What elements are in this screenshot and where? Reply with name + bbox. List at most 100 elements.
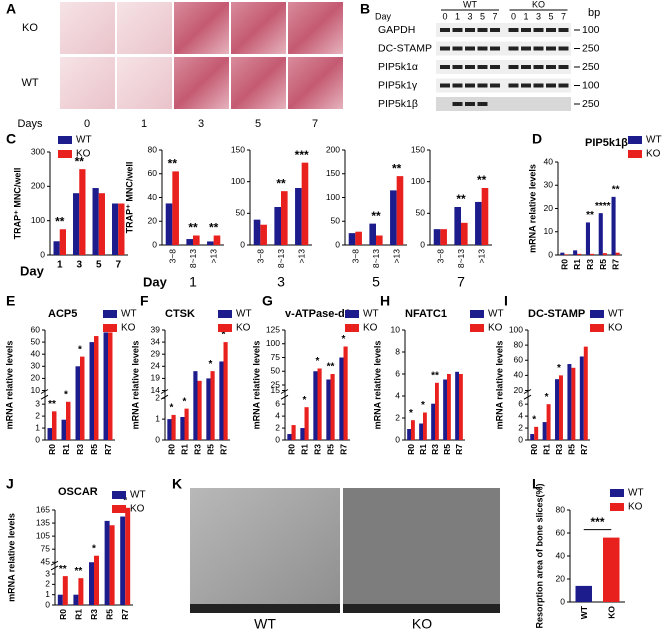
band xyxy=(452,46,463,51)
y-tick-label: 40 xyxy=(514,370,524,380)
legend-swatch xyxy=(218,310,232,318)
x-tick-label: R3 xyxy=(554,444,564,455)
y-tick-label: 0 xyxy=(40,249,45,259)
y-tick-label: 200 xyxy=(31,181,45,191)
significance: * xyxy=(342,334,346,345)
break-mark xyxy=(40,394,49,400)
x-tick-label: R3 xyxy=(313,444,323,455)
panel-letter: B xyxy=(360,1,370,17)
significance: ** xyxy=(477,173,487,187)
bar xyxy=(571,367,576,440)
bar xyxy=(253,219,261,245)
x-axis-label: Day xyxy=(143,274,168,289)
y-tick-label: 0 xyxy=(420,239,425,249)
row-label: KO xyxy=(22,22,38,34)
bar xyxy=(103,332,108,440)
y-tick-label: 40 xyxy=(544,156,554,166)
bar xyxy=(78,578,84,605)
protein-label: GAPDH xyxy=(378,24,415,36)
chart-title: 5 xyxy=(372,274,380,290)
y-axis-label: mRNA relative levels xyxy=(251,341,261,430)
significance: * xyxy=(209,359,213,370)
significance: * xyxy=(303,395,307,406)
lane-label: 0 xyxy=(511,11,516,21)
significance: ** xyxy=(75,566,83,577)
y-tick-label: 100 xyxy=(509,324,523,334)
bar xyxy=(207,241,214,245)
y-tick-label: 2 xyxy=(518,422,523,432)
y-tick-label: 0 xyxy=(560,596,565,606)
bar xyxy=(534,426,539,440)
micrographs xyxy=(60,2,343,109)
significance: ** xyxy=(209,221,219,235)
significance: ** xyxy=(371,209,381,223)
y-tick-label: 135 xyxy=(36,517,50,527)
break-mark xyxy=(523,394,532,400)
y-tick-label: 3 xyxy=(35,398,40,408)
significance: * xyxy=(123,495,127,506)
legend-swatch xyxy=(610,503,624,511)
bar xyxy=(407,429,411,440)
bar xyxy=(89,342,94,440)
panel-letter: G xyxy=(262,293,273,309)
y-tick-label: 0 xyxy=(152,239,157,249)
legend-label: WT xyxy=(646,135,662,146)
x-tick-label: R3 xyxy=(75,444,85,455)
significance: ** xyxy=(586,210,594,221)
significance: * xyxy=(557,363,561,374)
bar xyxy=(59,229,66,255)
significance: ** xyxy=(612,185,620,196)
bar xyxy=(369,223,376,245)
bar xyxy=(57,594,63,605)
legend-label: WT xyxy=(608,309,624,320)
y-tick-label: 75 xyxy=(41,543,51,553)
band xyxy=(477,28,488,32)
bar xyxy=(52,411,57,440)
image-label: KO xyxy=(412,616,432,632)
group-label: WT xyxy=(463,0,477,9)
legend-swatch xyxy=(628,150,642,158)
legend-label: WT xyxy=(121,309,137,320)
y-tick-label: 50 xyxy=(271,366,281,376)
y-tick-label: 80 xyxy=(556,504,566,514)
x-tick-label: 3~8 xyxy=(435,249,445,264)
x-tick-label: >13 xyxy=(297,249,307,264)
y-tick-label: 24 xyxy=(151,361,161,371)
bar xyxy=(559,375,563,440)
y-tick-label: 150 xyxy=(326,168,340,178)
y-tick-label: 0 xyxy=(395,434,400,444)
band xyxy=(521,65,531,69)
band xyxy=(490,46,500,51)
bar xyxy=(575,585,592,602)
break-mark xyxy=(160,394,169,400)
x-tick-label: 3~8 xyxy=(350,249,360,264)
band xyxy=(452,65,463,69)
panel-letter: A xyxy=(6,1,16,17)
panel-letter: I xyxy=(504,293,508,309)
y-tick-label: 4 xyxy=(275,410,280,420)
bar xyxy=(109,525,115,605)
y-axis-label: mRNA relative levels xyxy=(130,341,140,430)
band xyxy=(533,65,544,69)
bar xyxy=(223,342,228,440)
bar xyxy=(108,332,113,440)
bar xyxy=(104,520,110,605)
y-tick-label: 29 xyxy=(151,348,161,358)
y-tick-label: 4 xyxy=(395,390,400,400)
bar xyxy=(590,253,595,255)
bar xyxy=(475,201,482,245)
bar xyxy=(443,379,447,440)
y-tick-label: 34 xyxy=(151,336,161,346)
band xyxy=(477,46,488,51)
significance: * xyxy=(409,408,413,419)
x-tick-label: 8~13 xyxy=(456,249,466,268)
day-label: Day xyxy=(375,11,392,21)
x-tick-label: R3 xyxy=(585,259,595,270)
protein-label: PIP5k1β xyxy=(378,98,418,110)
legend-label: WT xyxy=(130,490,146,501)
legend-swatch xyxy=(345,310,359,318)
legend-swatch xyxy=(590,310,604,318)
y-tick-label: 100 xyxy=(266,338,280,348)
chart-title: 3 xyxy=(277,274,285,290)
